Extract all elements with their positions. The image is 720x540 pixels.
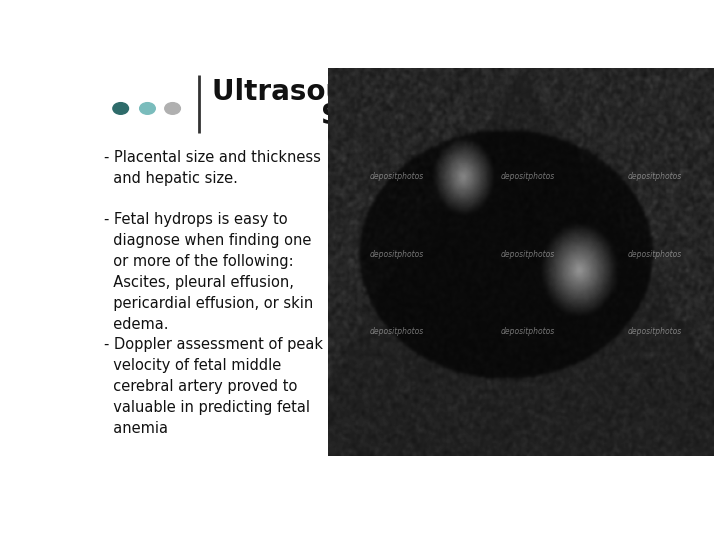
Text: depositphotos: depositphotos <box>501 249 555 259</box>
Text: depositphotos: depositphotos <box>628 172 682 181</box>
Circle shape <box>165 103 181 114</box>
Text: Ultrasound detection of Rh: Ultrasound detection of Rh <box>212 78 635 106</box>
Circle shape <box>113 103 128 114</box>
Text: Sensitization: Sensitization <box>321 102 526 130</box>
Text: depositphotos: depositphotos <box>501 172 555 181</box>
Text: depositphotos: depositphotos <box>370 172 424 181</box>
Circle shape <box>140 103 156 114</box>
Text: - Fetal hydrops is easy to
  diagnose when finding one
  or more of the followin: - Fetal hydrops is easy to diagnose when… <box>104 212 313 333</box>
Text: - Doppler assessment of peak
  velocity of fetal middle
  cerebral artery proved: - Doppler assessment of peak velocity of… <box>104 337 323 436</box>
Text: depositphotos: depositphotos <box>628 327 682 336</box>
Text: depositphotos: depositphotos <box>370 249 424 259</box>
Text: depositphotos: depositphotos <box>628 249 682 259</box>
Text: - Placental size and thickness
  and hepatic size.: - Placental size and thickness and hepat… <box>104 150 321 186</box>
Text: depositphotos: depositphotos <box>501 327 555 336</box>
Text: depositphotos: depositphotos <box>370 327 424 336</box>
